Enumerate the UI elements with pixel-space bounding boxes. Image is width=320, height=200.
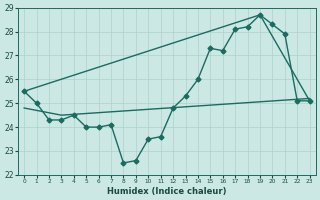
X-axis label: Humidex (Indice chaleur): Humidex (Indice chaleur) bbox=[107, 187, 227, 196]
